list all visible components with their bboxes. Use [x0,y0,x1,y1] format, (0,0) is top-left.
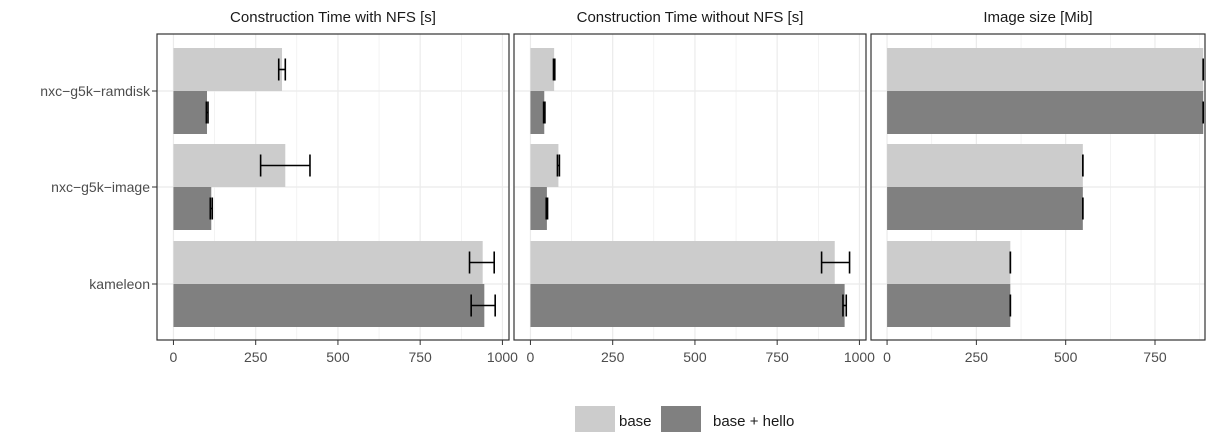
error-bar [842,294,848,317]
x-tick-label: 250 [244,349,268,365]
legend-label: base [619,413,652,430]
bar-base [887,144,1083,187]
error-bar [259,154,311,177]
panel-border [870,33,1206,341]
error-bar [470,294,496,317]
facet-strip [514,4,866,31]
bar-base-hello [173,284,485,327]
x-tick-label: 1000 [487,349,518,365]
y-tick-label: nxc−g5k−image [51,179,150,195]
error-bar [542,101,546,124]
bar-base-hello [887,284,1011,327]
facet-title: Construction Time without NFS [s] [577,9,804,26]
bar-base [173,48,283,91]
panel-border [156,33,510,341]
x-tick-label: 500 [1054,349,1078,365]
x-tick-label: 0 [883,349,891,365]
x-tick-label: 500 [683,349,707,365]
bar-base-hello [173,91,208,134]
error-bar [277,58,287,81]
error-bar [205,101,209,124]
bar-base-hello [530,284,845,327]
x-tick-label: 1000 [844,349,875,365]
error-bar [468,251,495,274]
panel-border [513,33,867,341]
bar-base [530,48,555,91]
bar-base-hello [887,187,1083,230]
bar-base [530,144,559,187]
legend-key-base-hello [661,406,701,432]
legend: base base + hello [575,406,794,432]
facet-strip [157,4,509,31]
x-tick-label: 500 [326,349,350,365]
bar-base [887,241,1011,284]
legend-label: base + hello [713,413,794,430]
error-bar [552,58,556,81]
error-bar [556,154,561,177]
x-tick-label: 750 [408,349,432,365]
bar-base-hello [530,91,545,134]
bar-base [173,241,483,284]
bar-base-hello [887,91,1204,134]
x-tick-label: 750 [1143,349,1167,365]
x-tick-label: 250 [601,349,625,365]
bar-base-hello [530,187,547,230]
x-tick-label: 0 [170,349,178,365]
y-tick-label: nxc−g5k−ramdisk [40,83,151,99]
facet-title: Image size [Mib] [983,9,1092,26]
bar-base-hello [173,187,212,230]
y-tick-label: kameleon [89,276,150,292]
panel-2: Construction Time without NFS [s] 0 250 500… [513,4,875,365]
bar-base [887,48,1204,91]
x-tick-label: 0 [527,349,535,365]
bar-base [530,241,835,284]
panel-1: Construction Time with NFS [s] 0 250 500 750… [156,4,518,365]
facet-strip [871,4,1205,31]
error-bar [820,251,851,274]
x-tick-label: 750 [765,349,789,365]
error-bar [545,197,549,220]
legend-key-base [575,406,615,432]
x-tick-label: 250 [965,349,989,365]
panel-3: Image size [Mib] 0 250 500 750 [870,4,1206,365]
facet-title: Construction Time with NFS [s] [230,9,436,26]
error-bar [209,197,214,220]
